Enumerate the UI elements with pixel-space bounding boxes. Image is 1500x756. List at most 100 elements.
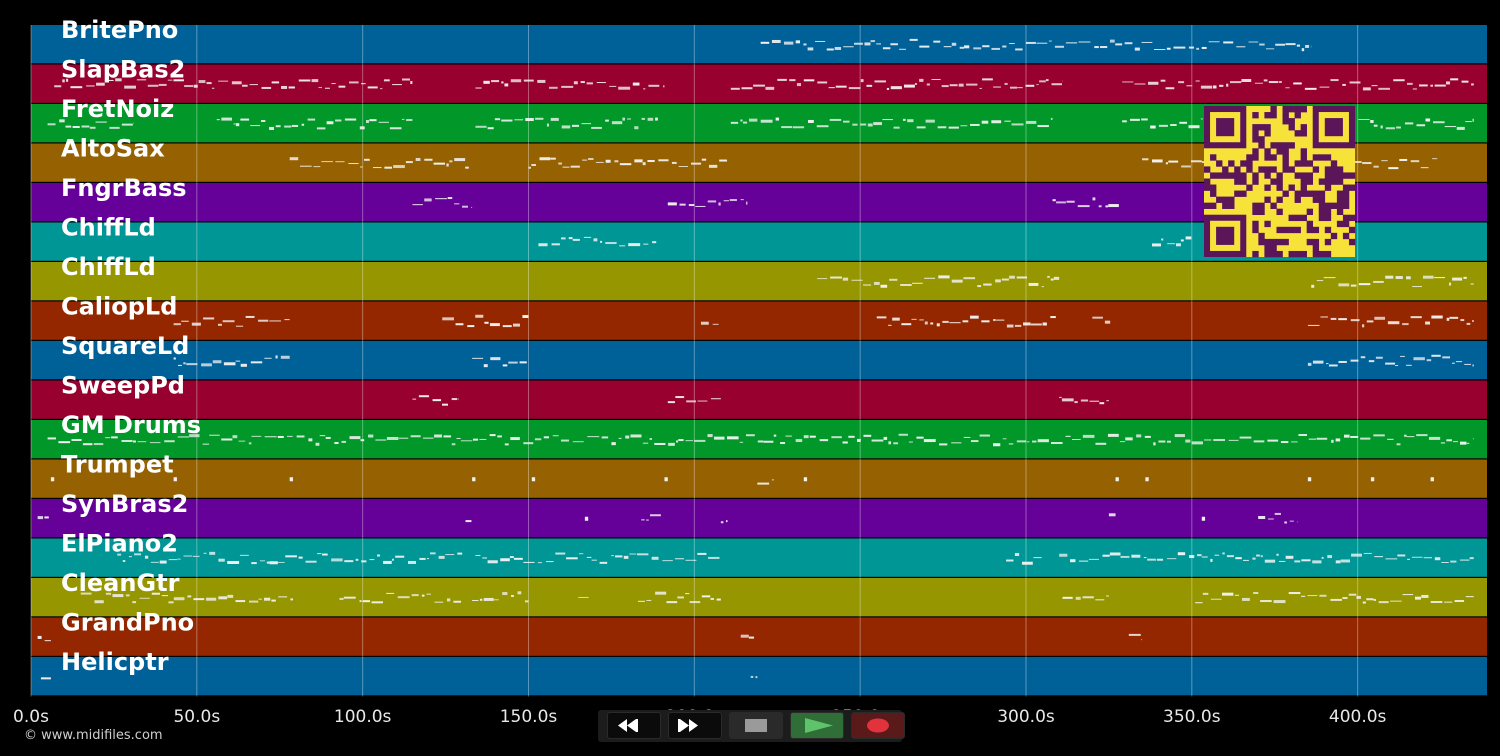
note-segment — [1115, 477, 1119, 482]
rewind-button[interactable] — [607, 712, 661, 739]
time-tick-label: 350.0s — [1163, 707, 1221, 727]
note-segment — [1108, 513, 1116, 517]
note-segment — [1152, 236, 1192, 247]
track-label: FngrBass — [61, 174, 187, 202]
note-segment — [412, 197, 473, 208]
note-segment — [1092, 316, 1111, 324]
note-segment — [1370, 477, 1375, 482]
note-segment — [117, 551, 463, 565]
note-segment — [641, 514, 661, 521]
track-label: ChiffLd — [61, 253, 156, 281]
note-segment — [412, 395, 459, 406]
note-segment — [47, 433, 1474, 447]
track-lane[interactable] — [31, 499, 1487, 538]
note-segment — [216, 117, 413, 130]
track-labels: BritePno SlapBas2 FretNoiz AltoSax FngrBass C… — [61, 16, 201, 676]
track-label: FretNoiz — [61, 95, 174, 123]
note-segment — [472, 357, 527, 368]
note-segment — [538, 236, 657, 247]
note-segment — [47, 119, 134, 129]
track-lane[interactable] — [31, 341, 1487, 380]
note-segment — [750, 675, 758, 679]
note-segment — [730, 117, 1053, 129]
play-button[interactable] — [790, 712, 844, 739]
track-lane[interactable] — [31, 301, 1487, 340]
note-segment — [37, 635, 51, 642]
note-segment — [1052, 197, 1119, 208]
time-tick-label: 150.0s — [500, 707, 558, 727]
note-segment — [173, 355, 290, 367]
note-segment — [173, 477, 177, 482]
note-segment — [664, 477, 668, 482]
track-label: Trumpet — [61, 451, 174, 479]
note-segment — [1006, 553, 1042, 565]
play-icon — [805, 718, 833, 733]
note-segment — [1059, 396, 1109, 405]
note-segment — [80, 592, 294, 604]
note-segment — [1201, 516, 1206, 521]
note-segment — [876, 315, 1056, 328]
note-segment — [667, 199, 748, 207]
note-segment — [803, 477, 808, 482]
track-lane[interactable] — [31, 64, 1487, 103]
note-segment — [667, 396, 721, 404]
note-segment — [50, 477, 55, 482]
track-label: Helicptr — [61, 648, 169, 676]
qr-code — [1204, 105, 1356, 258]
track-lane[interactable] — [31, 617, 1487, 656]
note-segment — [289, 477, 294, 482]
time-grid — [30, 25, 1359, 697]
note-segment — [475, 117, 658, 130]
track-label: GrandPno — [61, 609, 194, 637]
track-label: AltoSax — [61, 135, 165, 163]
track-label: SlapBas2 — [61, 56, 185, 84]
note-segment — [173, 315, 290, 327]
track-label: BritePno — [61, 16, 178, 44]
note-segment — [475, 552, 720, 564]
stop-button[interactable] — [729, 712, 783, 739]
fast-forward-button[interactable] — [668, 712, 722, 739]
track-label: ElPiano2 — [61, 530, 178, 558]
note-segment — [817, 275, 1060, 288]
track-label: GM Drums — [61, 411, 201, 439]
note-segment — [475, 79, 665, 90]
track-lane[interactable] — [31, 420, 1487, 459]
note-segment — [465, 520, 472, 523]
fast-forward-icon — [678, 719, 698, 732]
note-segment — [1062, 595, 1109, 601]
note-segment — [339, 592, 462, 604]
transport-bar — [598, 710, 905, 742]
copyright-text: © www.midifiles.com — [24, 728, 163, 743]
note-segment — [1059, 552, 1474, 564]
note-segment — [720, 520, 728, 524]
track-label: SquareLd — [61, 332, 189, 360]
note-segment — [1307, 315, 1474, 328]
note-segment — [472, 477, 476, 482]
note-segment — [757, 479, 774, 485]
note-segment — [1311, 275, 1474, 288]
note-segment — [637, 591, 721, 604]
record-button[interactable] — [851, 712, 905, 739]
note-segment — [1307, 354, 1474, 367]
note-segment — [1307, 477, 1312, 482]
note-segment — [1122, 78, 1474, 91]
track-lane[interactable] — [31, 657, 1487, 696]
track-lane[interactable] — [31, 578, 1487, 617]
note-segment — [528, 157, 728, 169]
track-label: SweepPd — [61, 372, 185, 400]
track-label: SynBras2 — [61, 490, 188, 518]
track-lane[interactable] — [31, 25, 1487, 64]
stop-icon — [745, 719, 767, 732]
time-tick-label: 50.0s — [173, 707, 220, 727]
track-lane[interactable] — [31, 538, 1487, 577]
time-tick-label: 300.0s — [997, 707, 1055, 727]
track-lane[interactable] — [31, 459, 1487, 498]
track-label: ChiffLd — [61, 214, 156, 242]
track-lane[interactable] — [31, 262, 1487, 301]
track-lane[interactable] — [31, 380, 1487, 419]
note-segment — [1430, 477, 1434, 482]
rewind-icon — [618, 719, 638, 732]
note-segment — [584, 516, 589, 521]
note-segment — [289, 157, 469, 169]
